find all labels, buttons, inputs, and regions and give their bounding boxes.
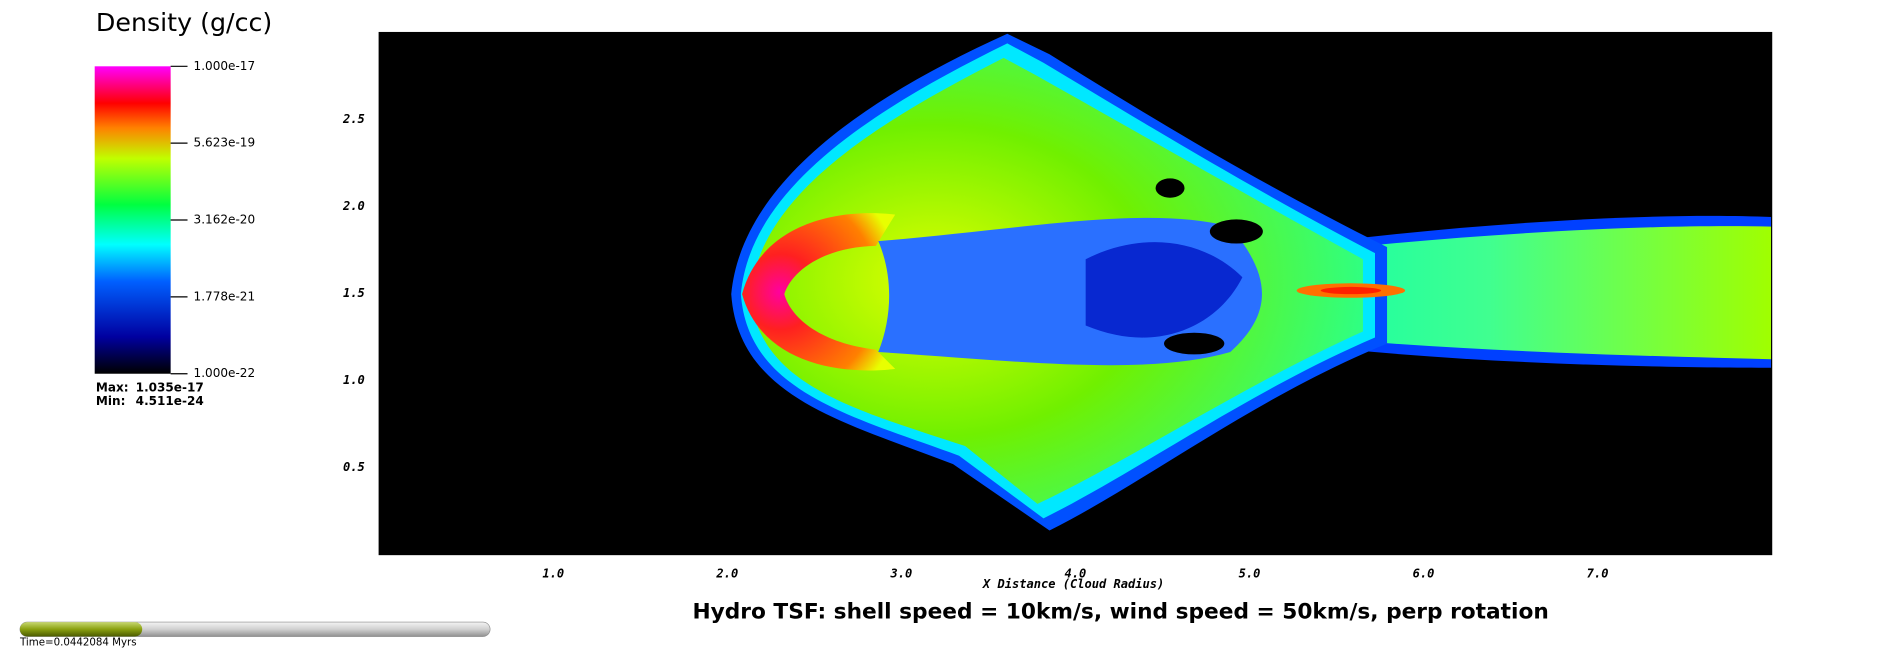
max-value: 1.035e-17 <box>136 381 204 395</box>
y-tick-label: 2.0 <box>342 199 365 213</box>
x-tick-label: 2.0 <box>715 566 738 580</box>
x-axis-label: X Distance (Cloud Radius) <box>982 577 1164 591</box>
x-tick-label: 1.0 <box>542 566 564 580</box>
max-label: Max: <box>96 381 129 395</box>
time-label: Time=0.0442084 Myrs <box>19 637 137 649</box>
colorbar-title: Density (g/cc) <box>96 8 272 37</box>
min-label: Min: <box>96 394 126 408</box>
plot-title: Hydro TSF: shell speed = 10km/s, wind sp… <box>692 599 1548 624</box>
time-progress <box>19 622 143 637</box>
y-tick-label: 0.5 <box>343 460 365 474</box>
x-tick-label: 7.0 <box>1587 566 1609 580</box>
colorbar-tick-label: 1.778e-21 <box>194 289 256 303</box>
density-field <box>379 32 1772 555</box>
y-tick-label: 1.5 <box>343 286 365 300</box>
x-tick-label: 3.0 <box>889 566 912 580</box>
y-tick-label: 2.5 <box>342 112 365 126</box>
colorbar-tick-label: 3.162e-20 <box>194 213 256 227</box>
y-tick-label: 1.0 <box>343 373 365 387</box>
colorbar-tick-label: 1.000e-22 <box>194 366 256 380</box>
colorbar-tick-label: 5.623e-19 <box>194 136 256 150</box>
colorbar <box>94 66 171 374</box>
x-tick-label: 6.0 <box>1413 566 1435 580</box>
colorbar-tick-label: 1.000e-17 <box>194 59 256 73</box>
x-tick-label: 4.0 <box>1065 566 1087 580</box>
x-tick-label: 5.0 <box>1239 566 1261 580</box>
min-value: 4.511e-24 <box>136 394 204 408</box>
